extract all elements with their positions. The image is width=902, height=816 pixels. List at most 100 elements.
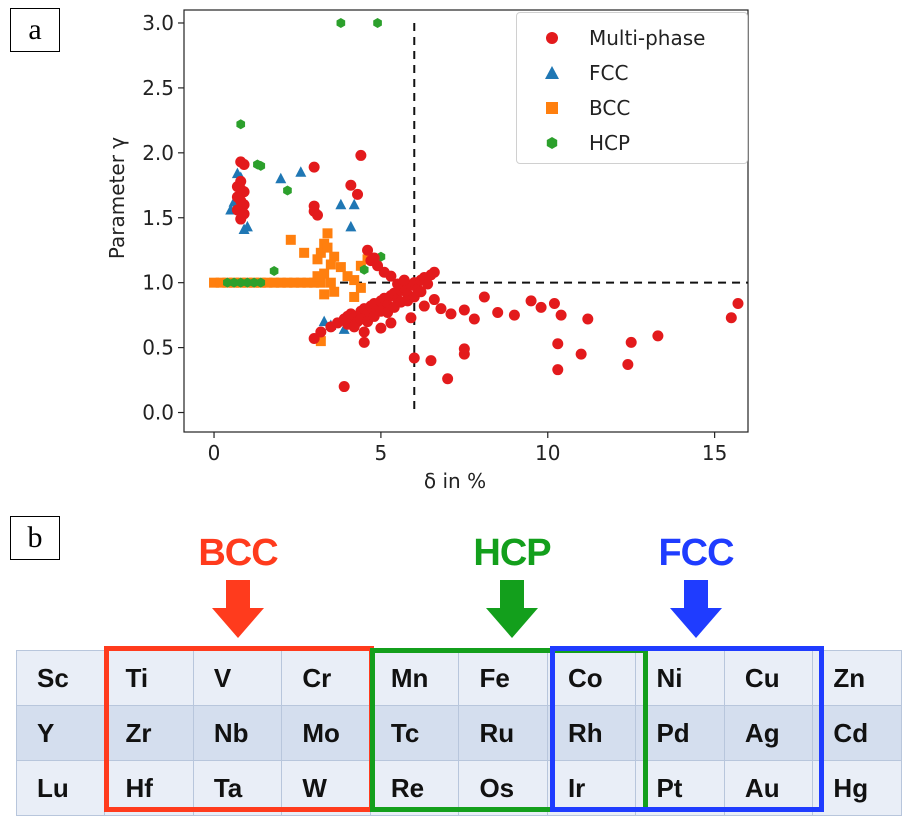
periodic-table: Sc Ti V Cr Mn Fe Co Ni Cu Zn Y Zr Nb Mo Tc Ru Rh Pd Ag Cd Lu…: [15, 650, 902, 816]
fcc-arrow: FCC: [626, 532, 766, 642]
hcp-point: [236, 119, 246, 130]
y-tick-label: 2.0: [142, 141, 174, 165]
element-cell: Ir: [546, 760, 637, 816]
x-tick-label: 5: [375, 441, 388, 465]
bcc-point: [269, 277, 280, 288]
bcc-point: [302, 277, 313, 288]
bcc-point: [315, 277, 326, 288]
element-cell: Cr: [281, 650, 371, 706]
multi-phase-point: [362, 244, 374, 256]
multi-phase-point: [345, 179, 357, 191]
legend-item-multi-phase: Multi-phase: [517, 23, 747, 53]
data-points: [209, 17, 744, 393]
y-tick-label: 1.5: [142, 206, 174, 230]
multi-phase-point: [398, 274, 410, 286]
element-cell: Mo: [281, 705, 371, 761]
panel-label-b: b: [10, 516, 60, 560]
y-tick-label: 2.5: [142, 76, 174, 100]
bcc-point: [285, 234, 296, 245]
hcp-point: [229, 277, 239, 288]
x-tick-label: 15: [702, 441, 727, 465]
multi-phase-point: [238, 159, 250, 171]
multi-phase-point: [442, 373, 454, 385]
element-cell: Pd: [635, 705, 725, 761]
element-cell: W: [281, 760, 371, 816]
fcc-point: [241, 220, 253, 232]
bcc-point: [355, 260, 366, 271]
bcc-point: [295, 277, 306, 288]
multi-phase-point: [405, 312, 417, 324]
element-cell: Ag: [723, 705, 814, 761]
multi-phase-point: [422, 278, 434, 290]
bcc-point: [312, 271, 323, 282]
hcp-point: [256, 277, 266, 288]
bcc-point: [299, 247, 310, 258]
element-cell: Os: [458, 760, 548, 816]
multi-phase-point: [311, 209, 323, 221]
x-tick-label: 0: [208, 441, 221, 465]
element-cell: Hf: [104, 760, 194, 816]
hcp-point: [359, 264, 369, 275]
element-row: Sc Ti V Cr Mn Fe Co Ni Cu Zn: [15, 650, 902, 706]
multi-phase-point: [492, 307, 504, 319]
multi-phase-point: [478, 291, 490, 303]
circle-marker-icon: [546, 32, 558, 44]
fcc-point: [275, 172, 287, 184]
multi-phase-point: [358, 326, 370, 338]
element-cell: Re: [369, 760, 460, 816]
bcc-point: [315, 247, 326, 258]
fcc-title: FCC: [658, 532, 734, 574]
bcc-point: [319, 268, 330, 279]
element-cell: Nb: [192, 705, 283, 761]
hcp-point: [249, 277, 259, 288]
fcc-point: [295, 166, 307, 177]
bcc-point: [319, 289, 330, 300]
multi-phase-point: [508, 309, 520, 321]
bcc-point: [349, 291, 360, 302]
multi-phase-point: [352, 188, 364, 200]
multi-phase-point: [368, 252, 380, 264]
hcp-point: [373, 17, 382, 28]
multi-phase-point: [235, 213, 247, 225]
plot-area-border: [183, 9, 749, 433]
element-cell: Rh: [546, 705, 637, 761]
hcp-point: [223, 277, 232, 288]
multi-phase-point: [468, 313, 480, 325]
element-cell: Ru: [458, 705, 548, 761]
multi-phase-point: [548, 297, 560, 309]
multi-phase-point: [622, 358, 634, 370]
y-tick-label: 1.0: [142, 271, 174, 295]
element-row: Lu Hf Ta W Re Os Ir Pt Au Hg: [15, 760, 902, 816]
element-cell: V: [192, 650, 283, 706]
down-arrow-icon: [486, 580, 538, 638]
bcc-point: [342, 271, 353, 282]
element-cell: Fe: [458, 650, 548, 706]
hcp-point: [243, 277, 252, 288]
multi-phase-point: [308, 161, 320, 173]
multi-phase-point: [525, 295, 537, 307]
y-axis-label: Parameter γ: [105, 137, 129, 259]
multi-phase-point: [458, 343, 470, 355]
hexagon-marker-icon: [546, 137, 558, 149]
multi-phase-point: [732, 297, 744, 309]
element-cell: Au: [723, 760, 814, 816]
multi-phase-point: [415, 286, 427, 298]
triangle-marker-icon: [545, 66, 559, 79]
multi-phase-point: [428, 294, 440, 306]
element-row: Y Zr Nb Mo Tc Ru Rh Pd Ag Cd: [15, 705, 902, 761]
multi-phase-point: [408, 352, 420, 364]
bcc-point: [215, 277, 226, 288]
bcc-point: [262, 277, 273, 288]
y-tick-label: 0.0: [142, 401, 174, 425]
multi-phase-point: [725, 312, 737, 324]
bcc-point: [355, 282, 366, 293]
element-cell: Tc: [369, 705, 460, 761]
multi-phase-point: [435, 303, 447, 315]
down-arrow-icon: [212, 580, 264, 638]
hcp-title: HCP: [473, 532, 551, 574]
bcc-point: [275, 277, 286, 288]
multi-phase-point: [375, 322, 387, 334]
element-cell: Zn: [812, 650, 902, 706]
bcc-point: [312, 254, 323, 265]
multi-phase-point: [555, 309, 567, 321]
